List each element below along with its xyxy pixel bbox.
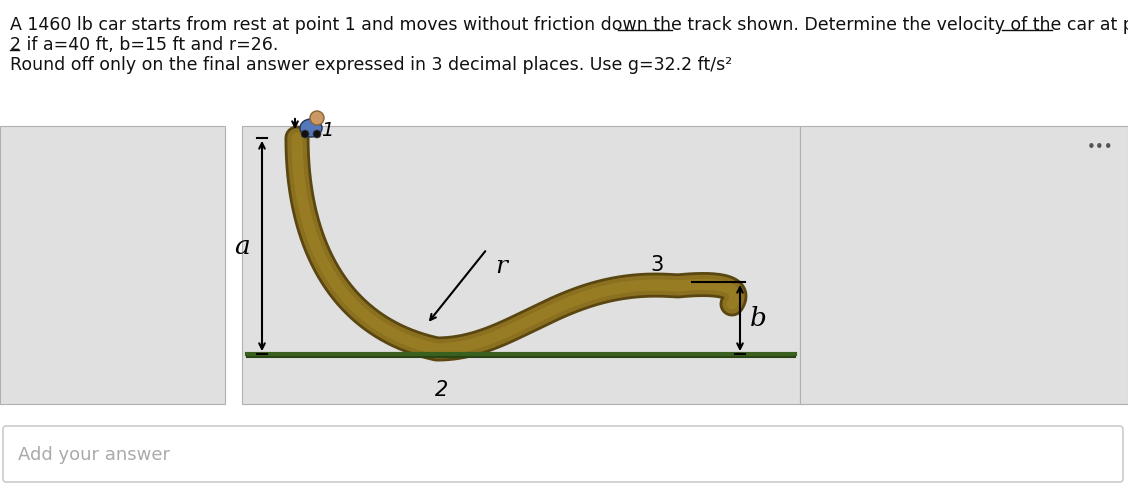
FancyBboxPatch shape <box>3 426 1123 482</box>
Circle shape <box>312 131 321 139</box>
Text: 2: 2 <box>435 379 449 399</box>
Bar <box>0 127 224 404</box>
Text: Add your answer: Add your answer <box>18 445 170 463</box>
Circle shape <box>301 131 309 139</box>
Bar <box>800 127 1128 404</box>
Circle shape <box>310 112 324 126</box>
Text: r: r <box>495 255 506 277</box>
Bar <box>243 127 800 404</box>
Text: a: a <box>235 234 250 259</box>
Text: Round off only on the final answer expressed in 3 decimal places. Use g=32.2 ft/: Round off only on the final answer expre… <box>10 56 732 74</box>
Ellipse shape <box>300 120 321 138</box>
Text: 3: 3 <box>651 255 663 274</box>
Text: b: b <box>750 306 767 331</box>
Text: A 1460 lb car starts from rest at point 1 and moves without friction down the tr: A 1460 lb car starts from rest at point … <box>10 16 1128 34</box>
Text: 1: 1 <box>321 121 334 140</box>
Text: •••: ••• <box>1086 139 1113 154</box>
Text: 2 if a=40 ft, b=15 ft and r=26.: 2 if a=40 ft, b=15 ft and r=26. <box>10 36 279 54</box>
